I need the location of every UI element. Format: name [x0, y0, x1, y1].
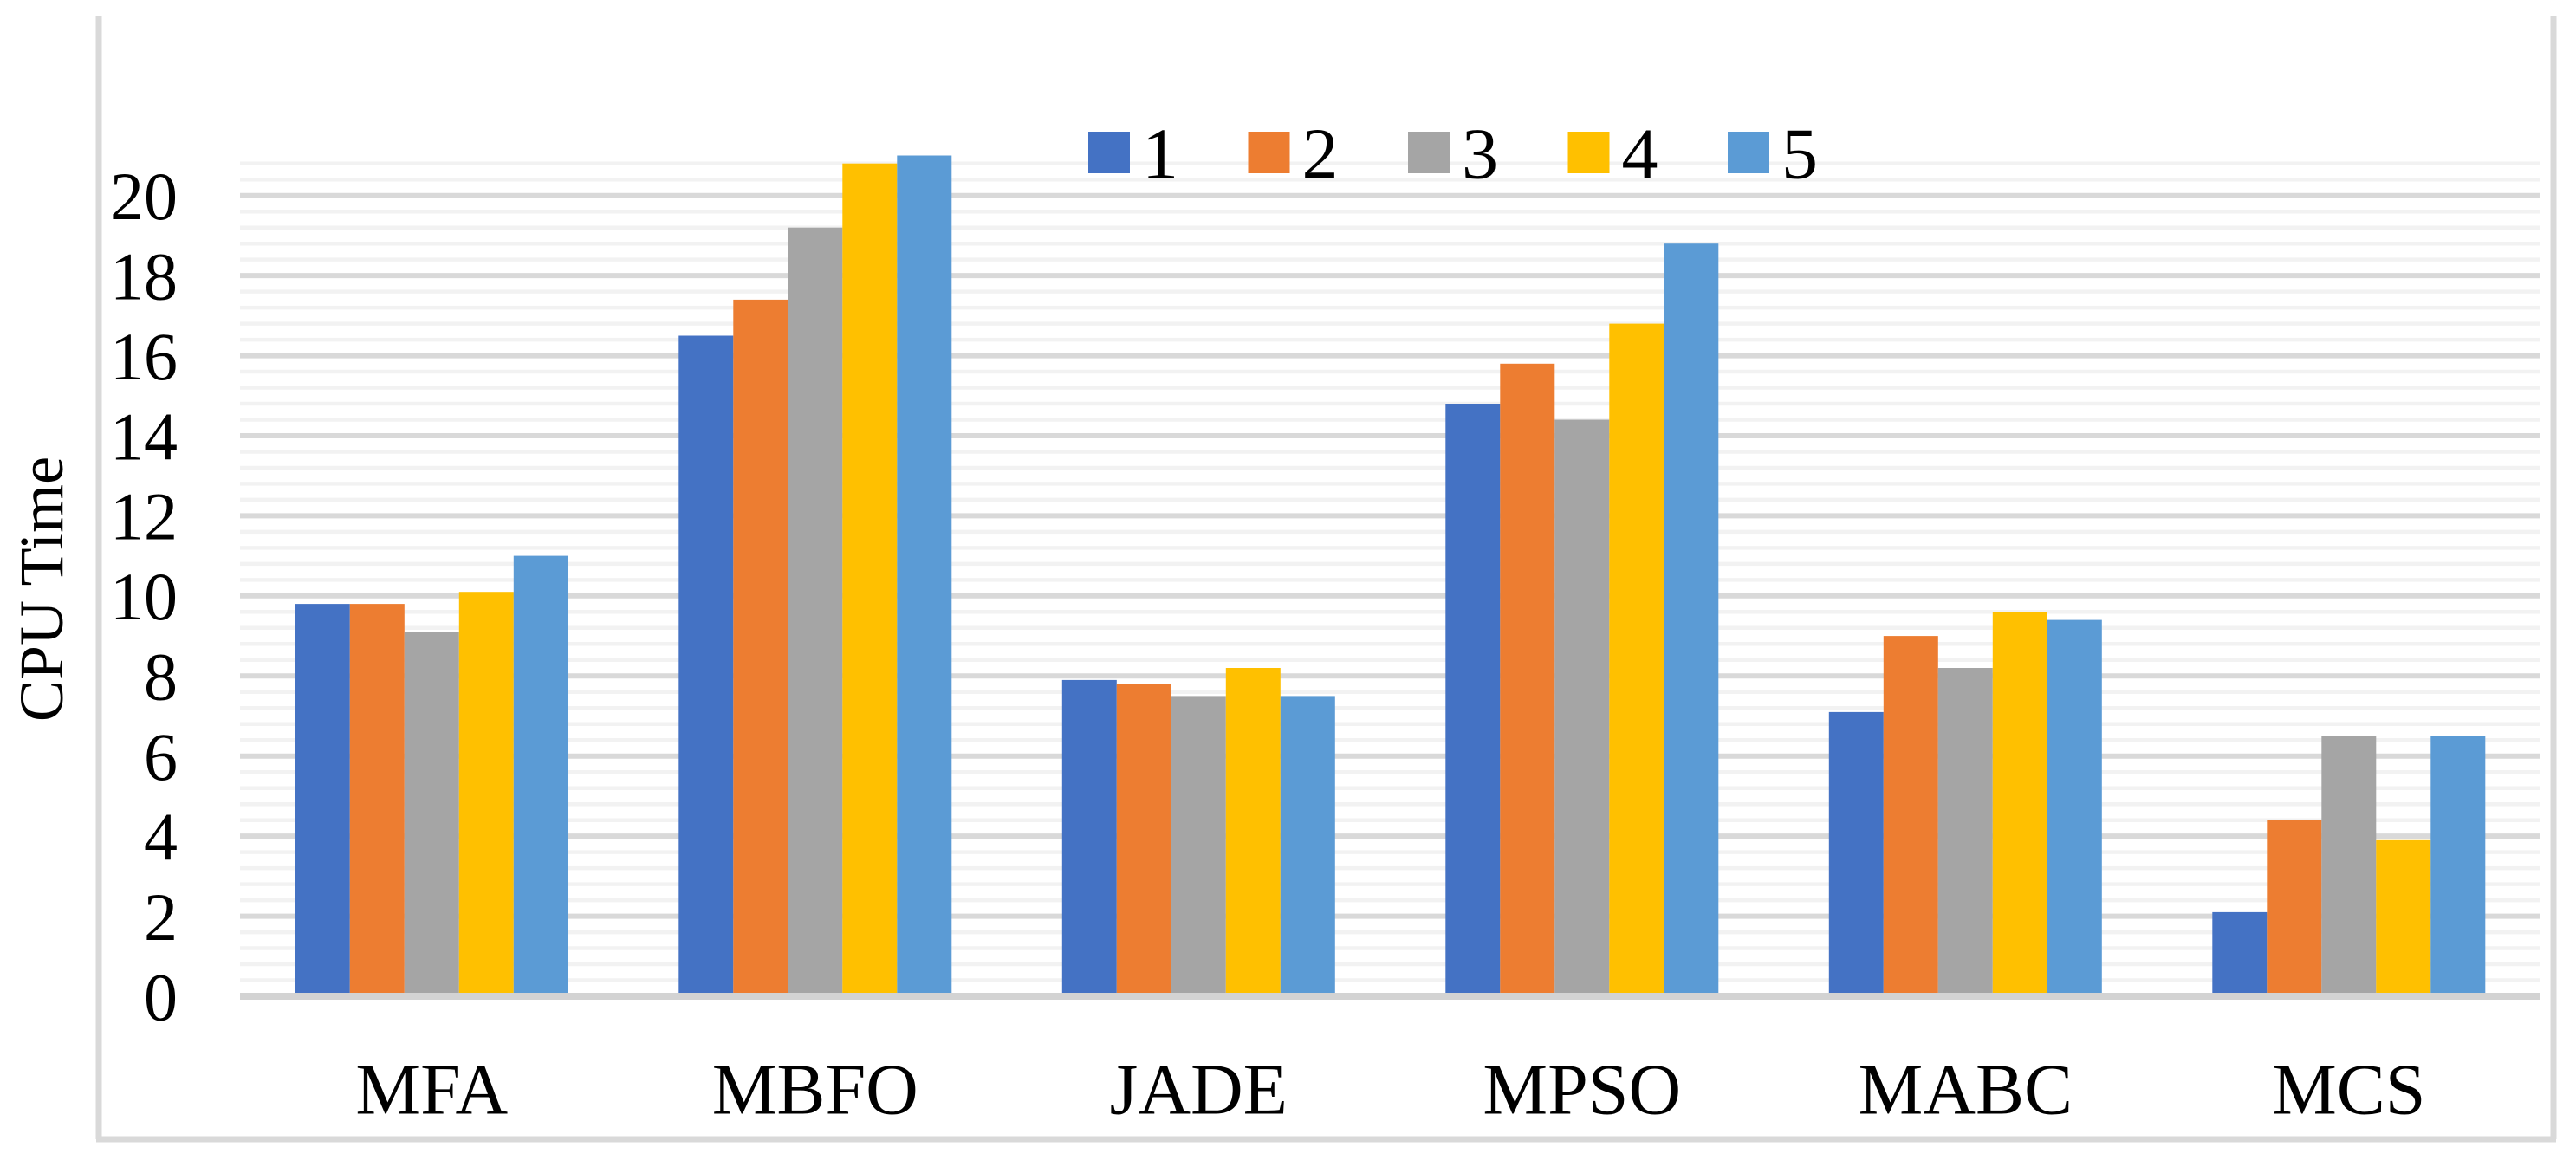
bar-group-MPSO [1445, 243, 1719, 997]
bar-MABC-series-3 [1937, 668, 1993, 996]
bar-MCS-series-3 [2321, 736, 2377, 996]
bar-MBFO-series-5 [897, 155, 952, 996]
bar-MPSO-series-3 [1554, 419, 1610, 996]
bar-groups [295, 155, 2486, 997]
bar-JADE-series-1 [1061, 679, 1117, 996]
bar-JADE-series-5 [1280, 696, 1335, 996]
y-tick-label-10: 10 [110, 559, 178, 634]
x-category-label-MCS: MCS [2272, 1049, 2425, 1130]
chart-frame-border [95, 16, 2557, 1143]
bar-MBFO-series-1 [678, 335, 734, 996]
bar-group-JADE [1061, 668, 1335, 996]
bar-MPSO-series-1 [1445, 404, 1501, 996]
bar-MBFO-series-3 [788, 227, 843, 996]
bar-MABC-series-4 [1992, 612, 2047, 996]
x-category-label-MABC: MABC [1859, 1049, 2073, 1130]
legend-swatch-1 [1088, 132, 1130, 173]
legend-item-1: 1 [1088, 113, 1178, 194]
y-tick-label-16: 16 [110, 319, 178, 394]
y-tick-label-20: 20 [110, 159, 178, 234]
bar-group-MFA [295, 555, 568, 996]
legend-swatch-3 [1408, 132, 1450, 173]
x-category-label-MBFO: MBFO [712, 1049, 918, 1130]
bar-MBFO-series-4 [842, 163, 898, 996]
y-tick-label-0: 0 [144, 959, 178, 1034]
bar-group-MBFO [678, 155, 952, 996]
bar-MCS-series-4 [2376, 839, 2431, 996]
x-category-label-MFA: MFA [355, 1049, 508, 1130]
legend-label-2: 2 [1302, 113, 1339, 194]
legend-item-4: 4 [1567, 113, 1658, 194]
bar-MFA-series-2 [349, 604, 405, 996]
bar-group-MABC [1828, 612, 2102, 996]
bar-JADE-series-2 [1116, 684, 1171, 996]
bar-MFA-series-5 [513, 555, 568, 996]
x-category-labels: MFA MBFO JADE MPSO MABC MCS [355, 1049, 2425, 1130]
y-tick-label-12: 12 [110, 479, 178, 554]
legend-swatch-2 [1248, 132, 1290, 173]
bar-MPSO-series-2 [1500, 363, 1555, 996]
legend-label-4: 4 [1622, 113, 1658, 194]
legend-item-3: 3 [1408, 113, 1498, 194]
legend-swatch-5 [1728, 132, 1769, 173]
y-tick-label-8: 8 [144, 639, 178, 715]
y-tick-label-14: 14 [110, 399, 178, 474]
legend-item-2: 2 [1248, 113, 1339, 194]
bar-group-MCS [2212, 736, 2486, 996]
bar-MFA-series-3 [404, 632, 459, 996]
bar-MPSO-series-4 [1609, 323, 1664, 997]
bar-MPSO-series-5 [1664, 243, 1719, 996]
bar-MFA-series-1 [295, 604, 350, 996]
y-axis-title: CPU Time [7, 457, 76, 722]
x-category-label-MPSO: MPSO [1483, 1049, 1681, 1130]
y-tick-label-2: 2 [144, 879, 178, 955]
bar-MABC-series-2 [1883, 636, 1938, 996]
legend-swatch-4 [1567, 132, 1610, 173]
bar-JADE-series-3 [1171, 696, 1226, 996]
y-tick-label-18: 18 [110, 238, 178, 314]
major-gridlines [240, 192, 2540, 919]
legend-label-5: 5 [1781, 113, 1818, 194]
bar-MCS-series-2 [2267, 820, 2322, 996]
bar-JADE-series-4 [1225, 668, 1281, 996]
minor-gridlines [240, 161, 2540, 982]
y-tick-label-6: 6 [144, 719, 178, 794]
y-tick-label-4: 4 [144, 799, 178, 874]
bar-MFA-series-4 [458, 592, 514, 996]
legend-label-1: 1 [1142, 113, 1178, 194]
bar-MBFO-series-2 [733, 299, 788, 996]
bar-MCS-series-5 [2430, 736, 2486, 996]
legend: 1 2 3 4 5 [1088, 113, 1818, 194]
legend-label-3: 3 [1462, 113, 1498, 194]
legend-item-5: 5 [1728, 113, 1818, 194]
x-category-label-JADE: JADE [1110, 1049, 1288, 1130]
bar-MABC-series-5 [2047, 619, 2102, 996]
bar-MABC-series-1 [1828, 711, 1884, 996]
bar-MCS-series-1 [2212, 911, 2268, 996]
